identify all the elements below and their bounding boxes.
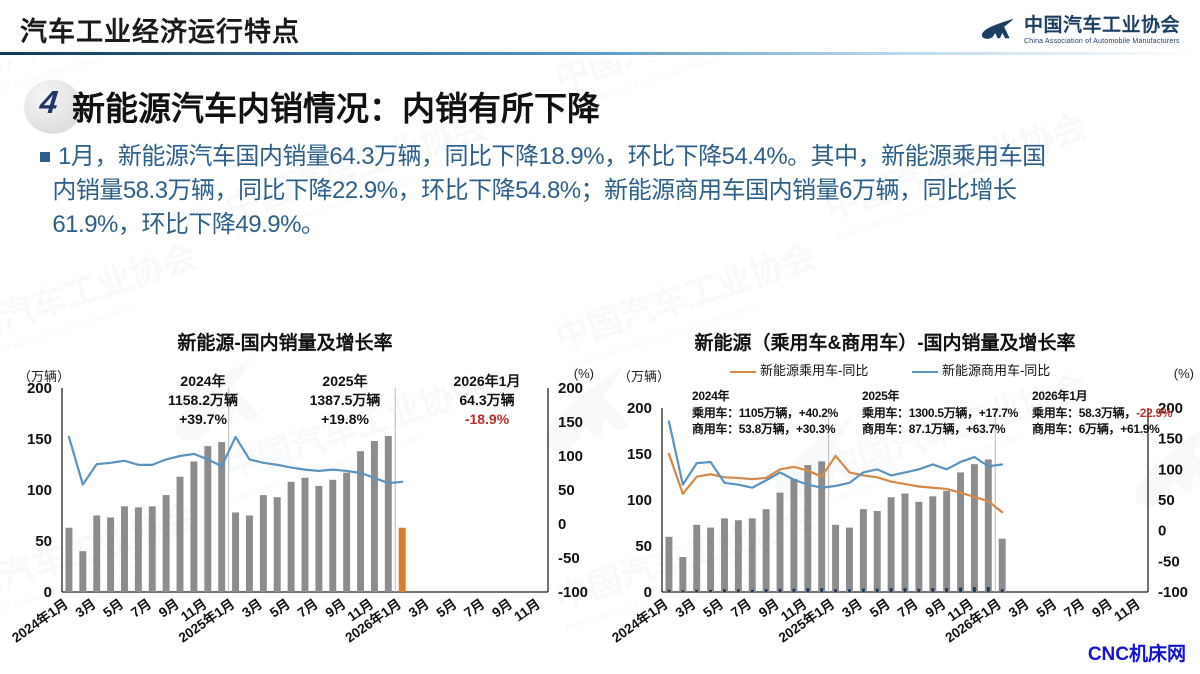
- svg-text:100: 100: [627, 492, 652, 509]
- svg-text:100: 100: [1158, 461, 1183, 478]
- svg-text:0: 0: [1158, 523, 1166, 540]
- svg-text:7月: 7月: [461, 596, 487, 620]
- svg-text:5月: 5月: [1034, 596, 1060, 620]
- svg-text:2024年1月: 2024年1月: [609, 595, 671, 645]
- svg-text:7月: 7月: [1061, 596, 1087, 620]
- svg-text:50: 50: [635, 538, 652, 555]
- svg-text:0: 0: [44, 584, 52, 601]
- svg-text:5月: 5月: [867, 596, 893, 620]
- svg-text:150: 150: [627, 446, 652, 463]
- svg-text:3月: 3月: [1006, 596, 1032, 620]
- svg-text:-100: -100: [558, 584, 588, 601]
- svg-text:11月: 11月: [511, 596, 542, 624]
- svg-text:-50: -50: [558, 550, 580, 567]
- svg-text:5月: 5月: [100, 596, 126, 620]
- svg-text:5月: 5月: [434, 596, 460, 620]
- svg-text:3月: 3月: [73, 596, 99, 620]
- svg-text:7月: 7月: [128, 596, 154, 620]
- svg-text:9月: 9月: [156, 596, 182, 620]
- svg-text:0: 0: [644, 584, 652, 601]
- svg-text:2024年1月: 2024年1月: [9, 595, 71, 645]
- svg-text:3月: 3月: [673, 596, 699, 620]
- svg-text:-100: -100: [1158, 584, 1188, 601]
- svg-text:9月: 9月: [489, 596, 515, 620]
- svg-text:3月: 3月: [239, 596, 265, 620]
- svg-text:100: 100: [558, 448, 583, 465]
- svg-text:7月: 7月: [728, 596, 754, 620]
- svg-text:9月: 9月: [323, 596, 349, 620]
- svg-text:50: 50: [35, 533, 52, 550]
- svg-text:9月: 9月: [756, 596, 782, 620]
- svg-text:150: 150: [27, 431, 52, 448]
- svg-text:9月: 9月: [1089, 596, 1115, 620]
- svg-text:7月: 7月: [895, 596, 921, 620]
- svg-text:50: 50: [558, 482, 575, 499]
- svg-text:0: 0: [558, 516, 566, 533]
- svg-text:3月: 3月: [839, 596, 865, 620]
- svg-text:9月: 9月: [923, 596, 949, 620]
- svg-text:11月: 11月: [1111, 596, 1142, 624]
- svg-text:200: 200: [627, 400, 652, 417]
- svg-text:3月: 3月: [406, 596, 432, 620]
- svg-text:5月: 5月: [267, 596, 293, 620]
- svg-text:100: 100: [27, 482, 52, 499]
- svg-text:7月: 7月: [295, 596, 321, 620]
- svg-text:-50: -50: [1158, 553, 1180, 570]
- svg-text:5月: 5月: [700, 596, 726, 620]
- svg-text:50: 50: [1158, 492, 1175, 509]
